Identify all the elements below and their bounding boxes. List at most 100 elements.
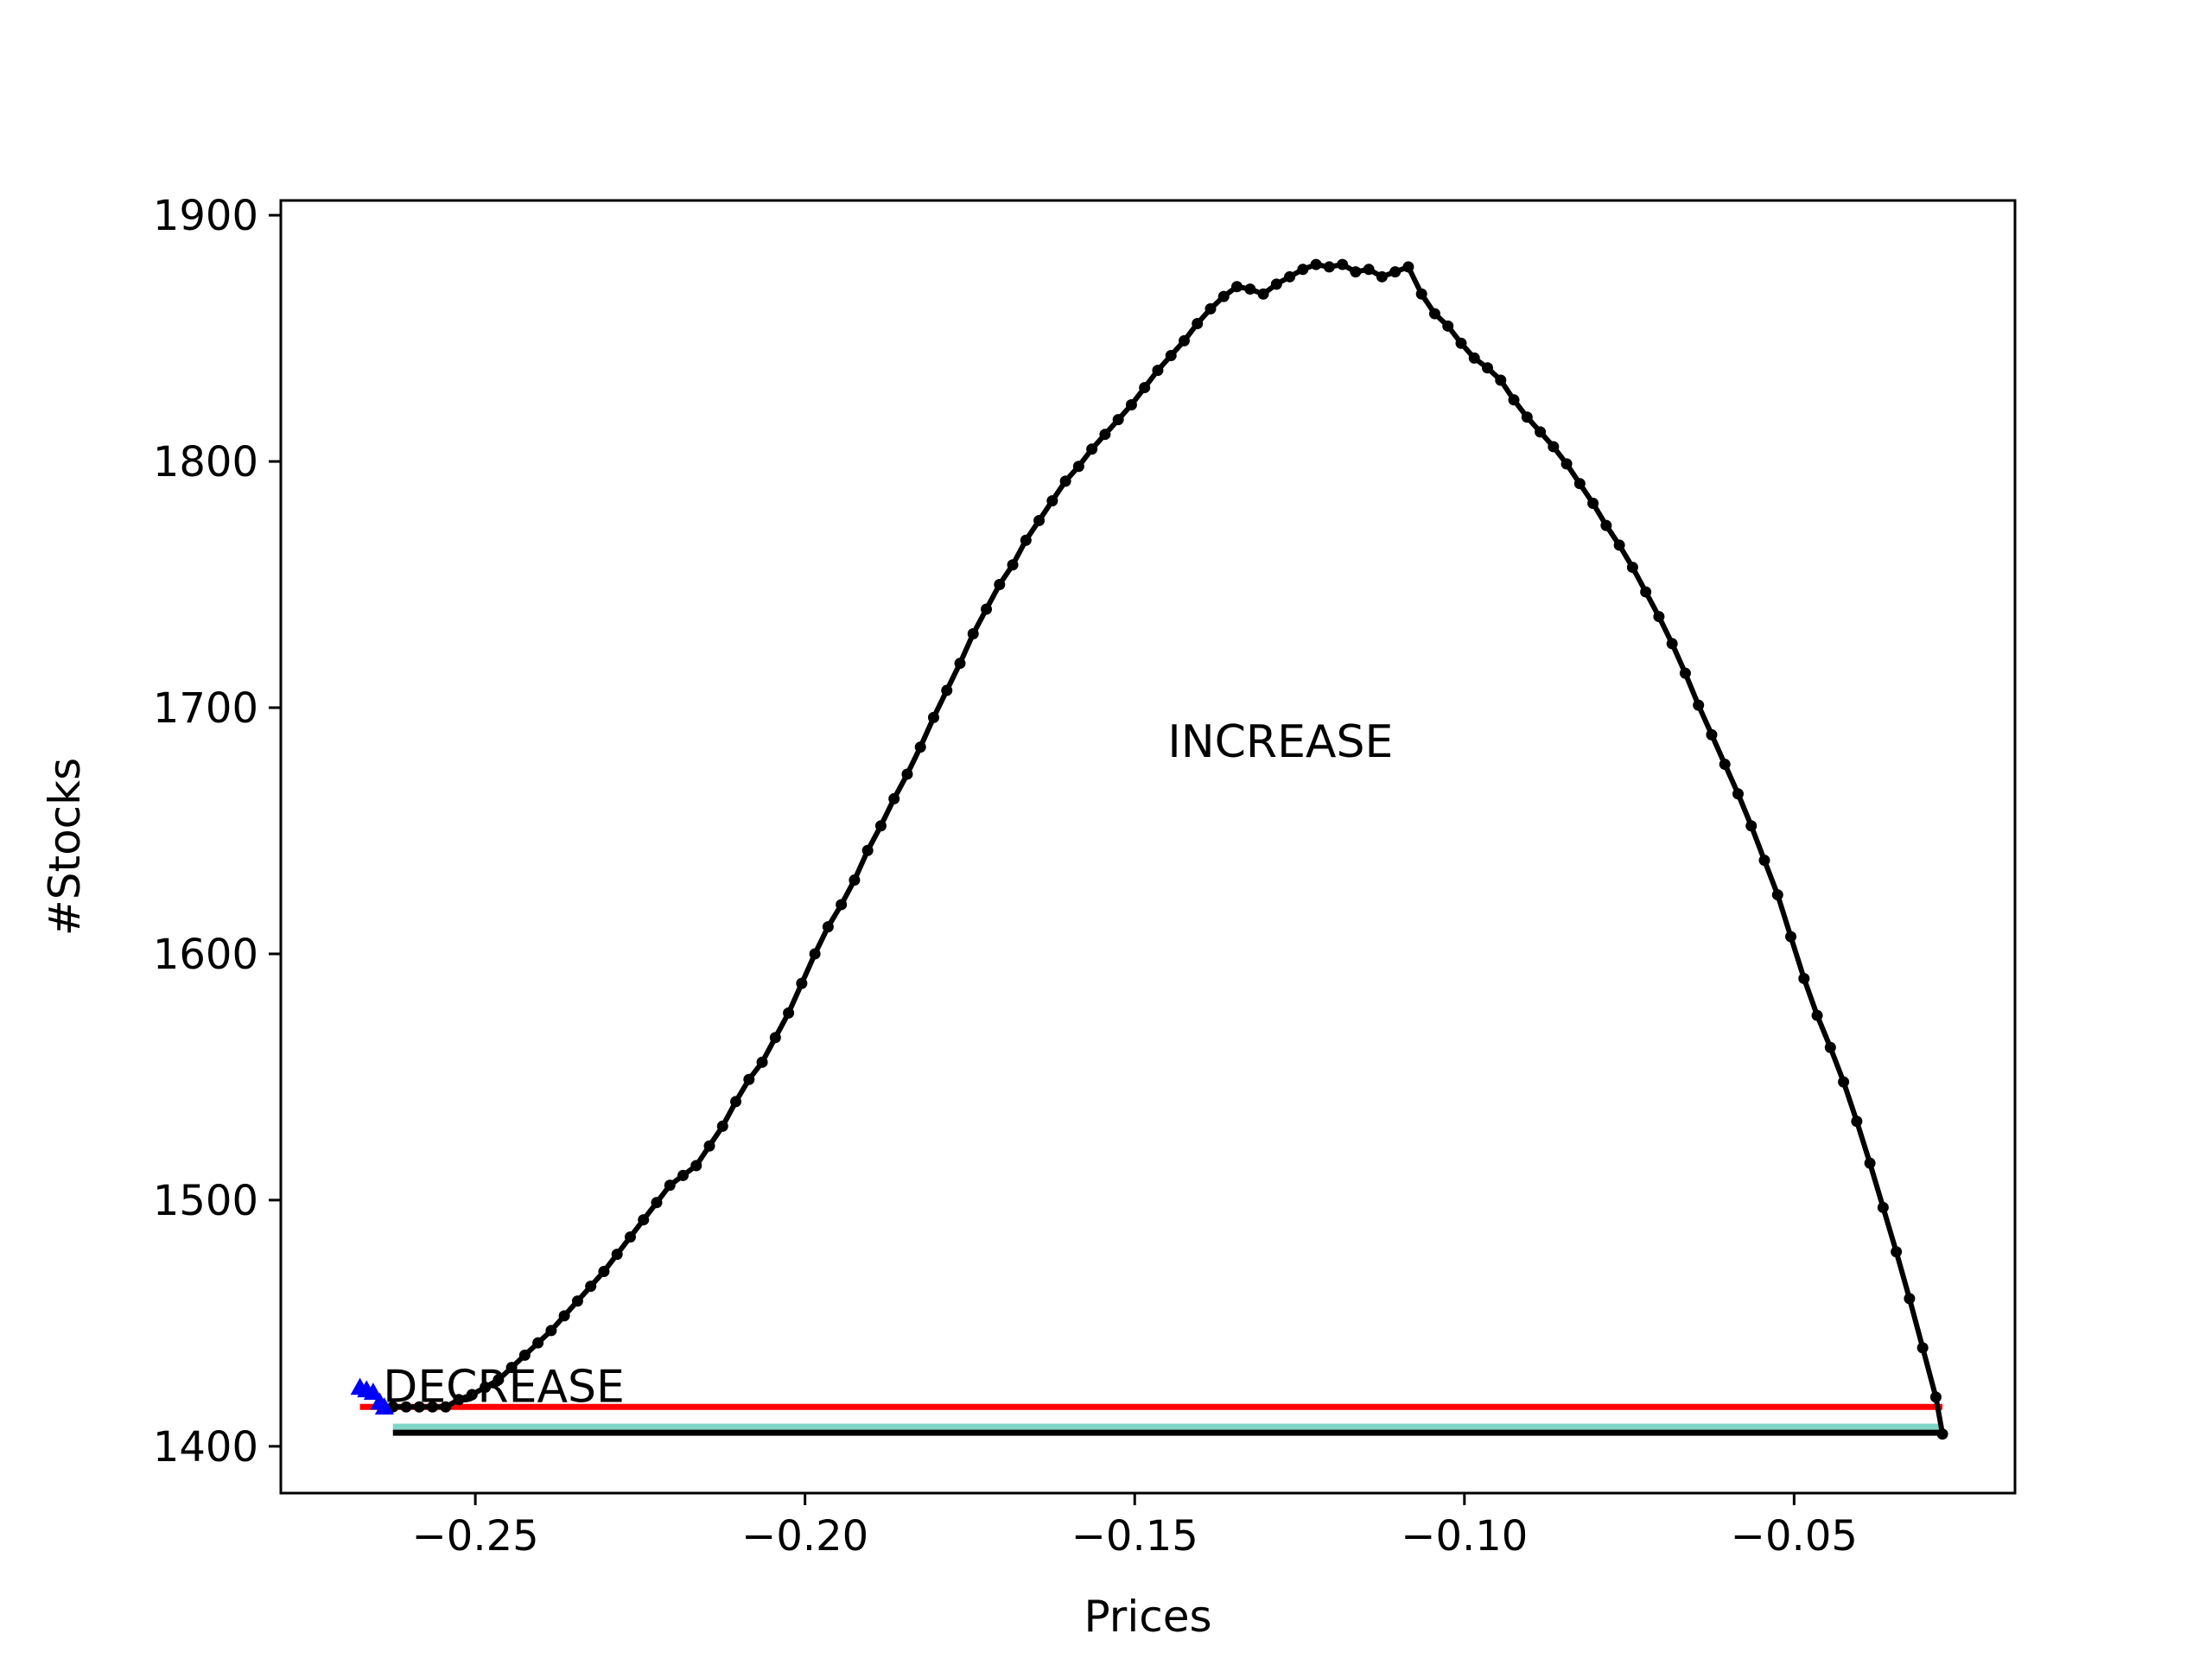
data-point [1376, 270, 1388, 283]
axis-ticks: −0.25 −0.20 −0.15 −0.10 −0.05 1400 1500 1600 170… [153, 192, 1858, 1560]
data-point [413, 1401, 425, 1413]
data-point [1653, 611, 1665, 623]
data-point [1573, 478, 1586, 490]
data-point [1916, 1342, 1929, 1354]
data-point [1495, 374, 1507, 386]
data-point [1587, 497, 1599, 509]
data-point [796, 977, 808, 989]
data-point [941, 684, 953, 696]
data-point [1125, 399, 1137, 411]
data-point [1666, 638, 1678, 650]
data-point [598, 1266, 610, 1278]
data-point [769, 1032, 781, 1044]
data-point [1508, 394, 1520, 406]
data-point [400, 1401, 412, 1413]
horizontal-lines [359, 1403, 1943, 1436]
data-point [1072, 461, 1084, 473]
data-point [1323, 261, 1335, 273]
data-point [888, 792, 900, 804]
data-point [901, 768, 913, 780]
data-point [1745, 820, 1758, 832]
y-tick-label: 1500 [153, 1177, 258, 1225]
data-point [1455, 337, 1467, 349]
data-point [1904, 1293, 1916, 1305]
data-point [756, 1056, 768, 1068]
data-point [861, 844, 874, 856]
y-tick-label: 1900 [153, 192, 258, 240]
annotation-increase: INCREASE [1167, 716, 1393, 768]
data-point [1482, 362, 1494, 374]
data-point [427, 1401, 439, 1413]
data-point [1824, 1041, 1836, 1053]
data-point [1020, 534, 1032, 546]
y-tick-label: 1800 [153, 438, 258, 486]
data-point [677, 1169, 690, 1181]
y-tick-label: 1400 [153, 1423, 258, 1471]
data-point [1205, 302, 1217, 315]
data-point [651, 1197, 663, 1209]
data-point [1521, 411, 1533, 423]
data-point [994, 579, 1006, 591]
data-point [1270, 278, 1282, 290]
data-point [1350, 266, 1362, 278]
annotation-decrease: DECREASE [383, 1362, 625, 1414]
data-point [716, 1120, 728, 1132]
data-point [809, 948, 821, 960]
data-point [1864, 1157, 1876, 1169]
decrease-point [374, 1397, 394, 1415]
data-point [664, 1179, 676, 1192]
data-point [1192, 317, 1204, 329]
data-point [624, 1231, 636, 1243]
data-point [1838, 1076, 1850, 1088]
data-point [1152, 365, 1164, 377]
data-point [1389, 266, 1402, 278]
data-point [967, 628, 979, 640]
data-point [453, 1394, 465, 1406]
data-point [1402, 261, 1414, 273]
data-point [1468, 352, 1480, 364]
data-point [1415, 288, 1427, 300]
data-point [1178, 334, 1190, 346]
data-point [1337, 258, 1349, 270]
data-point [1284, 270, 1296, 283]
data-point [1099, 429, 1111, 441]
data-point [1626, 562, 1638, 574]
plot-frame [279, 199, 2017, 1495]
x-tick-label: −0.20 [741, 1512, 868, 1560]
data-point [1771, 889, 1783, 901]
data-point [836, 899, 848, 911]
data-point [1033, 514, 1046, 526]
data-point [914, 741, 926, 753]
data-point [1679, 667, 1691, 679]
x-axis-title: Prices [1084, 1592, 1211, 1642]
data-point [703, 1140, 715, 1152]
x-tick-label: −0.25 [412, 1512, 539, 1560]
data-point [954, 658, 966, 670]
data-point [1732, 788, 1744, 800]
data-point [743, 1073, 755, 1085]
data-point [1217, 290, 1230, 302]
data-point [571, 1295, 583, 1307]
data-point [690, 1160, 702, 1172]
x-tick-label: −0.10 [1401, 1512, 1528, 1560]
data-point [518, 1349, 531, 1361]
data-point [1086, 443, 1098, 455]
data-point [1139, 382, 1151, 394]
data-point [1442, 320, 1454, 332]
data-point [1613, 539, 1625, 551]
data-point [1706, 728, 1718, 741]
data-point [558, 1310, 570, 1322]
data-point [1257, 288, 1269, 300]
data-point [822, 921, 834, 933]
y-axis-title: #Stocks [40, 758, 90, 936]
data-point [611, 1249, 623, 1261]
data-point [1929, 1391, 1942, 1403]
data-point [1535, 426, 1547, 438]
data-point [480, 1381, 492, 1393]
data-point [874, 820, 887, 832]
data-point [532, 1337, 544, 1349]
data-point [1310, 258, 1322, 270]
data-point [1693, 699, 1705, 711]
